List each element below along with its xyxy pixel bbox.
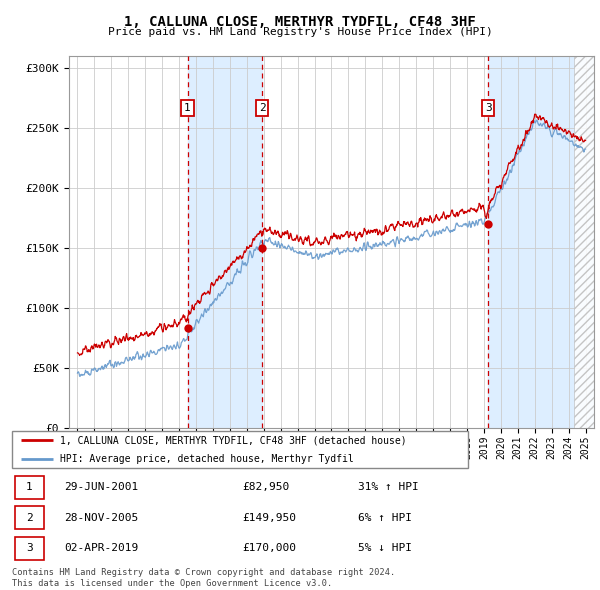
Text: 3: 3: [485, 103, 491, 113]
Text: 2: 2: [259, 103, 266, 113]
Text: £82,950: £82,950: [242, 482, 290, 492]
Text: 02-APR-2019: 02-APR-2019: [64, 543, 138, 553]
Text: 1: 1: [184, 103, 191, 113]
Text: Price paid vs. HM Land Registry's House Price Index (HPI): Price paid vs. HM Land Registry's House …: [107, 27, 493, 37]
Text: Contains HM Land Registry data © Crown copyright and database right 2024.: Contains HM Land Registry data © Crown c…: [12, 568, 395, 576]
Text: 6% ↑ HPI: 6% ↑ HPI: [358, 513, 412, 523]
Text: 3: 3: [26, 543, 32, 553]
Bar: [574, 56, 594, 428]
Text: 1: 1: [26, 482, 32, 492]
Text: £170,000: £170,000: [242, 543, 296, 553]
Text: This data is licensed under the Open Government Licence v3.0.: This data is licensed under the Open Gov…: [12, 579, 332, 588]
Text: £149,950: £149,950: [242, 513, 296, 523]
FancyBboxPatch shape: [15, 506, 44, 529]
Text: 29-JUN-2001: 29-JUN-2001: [64, 482, 138, 492]
Text: 28-NOV-2005: 28-NOV-2005: [64, 513, 138, 523]
Bar: [188, 56, 262, 428]
Text: 31% ↑ HPI: 31% ↑ HPI: [358, 482, 418, 492]
Text: 1, CALLUNA CLOSE, MERTHYR TYDFIL, CF48 3HF: 1, CALLUNA CLOSE, MERTHYR TYDFIL, CF48 3…: [124, 15, 476, 29]
Text: 2: 2: [26, 513, 32, 523]
Text: 1, CALLUNA CLOSE, MERTHYR TYDFIL, CF48 3HF (detached house): 1, CALLUNA CLOSE, MERTHYR TYDFIL, CF48 3…: [60, 435, 407, 445]
Text: HPI: Average price, detached house, Merthyr Tydfil: HPI: Average price, detached house, Mert…: [60, 454, 353, 464]
FancyBboxPatch shape: [15, 476, 44, 499]
FancyBboxPatch shape: [15, 537, 44, 560]
Bar: [488, 56, 594, 428]
Text: 5% ↓ HPI: 5% ↓ HPI: [358, 543, 412, 553]
